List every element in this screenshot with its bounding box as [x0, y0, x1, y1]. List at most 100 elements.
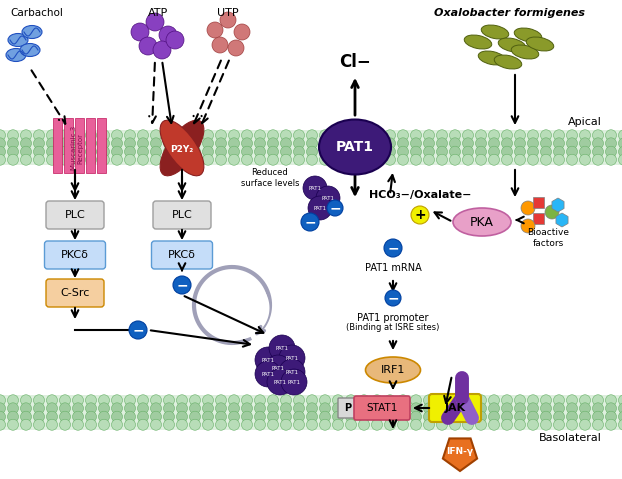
Circle shape: [98, 419, 109, 430]
Circle shape: [151, 411, 162, 422]
Circle shape: [514, 130, 526, 141]
Circle shape: [21, 138, 32, 149]
Circle shape: [488, 419, 499, 430]
Circle shape: [371, 146, 383, 157]
Circle shape: [580, 395, 590, 406]
Text: −: −: [329, 201, 341, 215]
Circle shape: [384, 146, 396, 157]
Circle shape: [73, 146, 83, 157]
Circle shape: [463, 403, 473, 414]
Circle shape: [605, 395, 616, 406]
Circle shape: [384, 395, 396, 406]
Circle shape: [73, 130, 83, 141]
Circle shape: [618, 154, 622, 165]
Circle shape: [85, 130, 96, 141]
Circle shape: [411, 411, 422, 422]
Circle shape: [60, 411, 70, 422]
Text: PAT1: PAT1: [309, 185, 322, 191]
Text: PAT1: PAT1: [285, 369, 299, 375]
Ellipse shape: [20, 44, 40, 57]
Ellipse shape: [366, 357, 420, 383]
Text: C-Src: C-Src: [60, 288, 90, 298]
Circle shape: [153, 41, 171, 59]
Circle shape: [21, 154, 32, 165]
Circle shape: [21, 395, 32, 406]
Circle shape: [85, 419, 96, 430]
Circle shape: [281, 403, 292, 414]
Circle shape: [358, 395, 369, 406]
Circle shape: [85, 411, 96, 422]
Circle shape: [111, 146, 123, 157]
Circle shape: [463, 130, 473, 141]
Circle shape: [384, 138, 396, 149]
Text: P2Y₂: P2Y₂: [170, 146, 193, 155]
Circle shape: [463, 419, 473, 430]
Circle shape: [0, 403, 6, 414]
Circle shape: [267, 130, 279, 141]
Circle shape: [203, 154, 213, 165]
Text: PLC: PLC: [65, 210, 85, 220]
Circle shape: [164, 130, 175, 141]
Circle shape: [501, 138, 513, 149]
Text: −: −: [387, 241, 399, 255]
Circle shape: [580, 138, 590, 149]
Circle shape: [111, 403, 123, 414]
Text: PAT1: PAT1: [285, 355, 299, 361]
Circle shape: [146, 13, 164, 31]
Circle shape: [501, 419, 513, 430]
Circle shape: [241, 130, 253, 141]
Circle shape: [241, 403, 253, 414]
Circle shape: [618, 395, 622, 406]
Circle shape: [203, 130, 213, 141]
Circle shape: [267, 403, 279, 414]
Circle shape: [605, 411, 616, 422]
Circle shape: [34, 130, 45, 141]
Circle shape: [228, 146, 239, 157]
Ellipse shape: [498, 38, 526, 52]
Circle shape: [618, 138, 622, 149]
Circle shape: [215, 395, 226, 406]
Circle shape: [21, 146, 32, 157]
Circle shape: [541, 419, 552, 430]
Circle shape: [475, 419, 486, 430]
Circle shape: [281, 130, 292, 141]
Circle shape: [241, 395, 253, 406]
Circle shape: [307, 154, 317, 165]
Circle shape: [215, 411, 226, 422]
Circle shape: [593, 419, 603, 430]
Circle shape: [397, 395, 409, 406]
Circle shape: [527, 138, 539, 149]
FancyBboxPatch shape: [46, 201, 104, 229]
Circle shape: [437, 403, 447, 414]
Circle shape: [21, 419, 32, 430]
Circle shape: [281, 395, 292, 406]
Circle shape: [267, 369, 293, 395]
Circle shape: [384, 419, 396, 430]
Text: PKCδ: PKCδ: [168, 250, 196, 260]
Circle shape: [124, 395, 136, 406]
Circle shape: [301, 213, 319, 231]
Circle shape: [98, 154, 109, 165]
Text: PAT1: PAT1: [287, 379, 300, 385]
Circle shape: [541, 411, 552, 422]
Circle shape: [0, 130, 6, 141]
Circle shape: [34, 395, 45, 406]
Text: PAT1: PAT1: [313, 205, 327, 210]
Circle shape: [527, 419, 539, 430]
Bar: [64, 118, 73, 173]
Circle shape: [593, 146, 603, 157]
Circle shape: [371, 411, 383, 422]
Circle shape: [580, 146, 590, 157]
Circle shape: [358, 130, 369, 141]
Circle shape: [307, 395, 317, 406]
Circle shape: [85, 146, 96, 157]
Circle shape: [151, 130, 162, 141]
Circle shape: [190, 138, 200, 149]
Circle shape: [437, 154, 447, 165]
Circle shape: [47, 130, 57, 141]
Circle shape: [177, 403, 187, 414]
Circle shape: [0, 419, 6, 430]
Circle shape: [124, 146, 136, 157]
Circle shape: [254, 411, 266, 422]
Circle shape: [450, 411, 460, 422]
